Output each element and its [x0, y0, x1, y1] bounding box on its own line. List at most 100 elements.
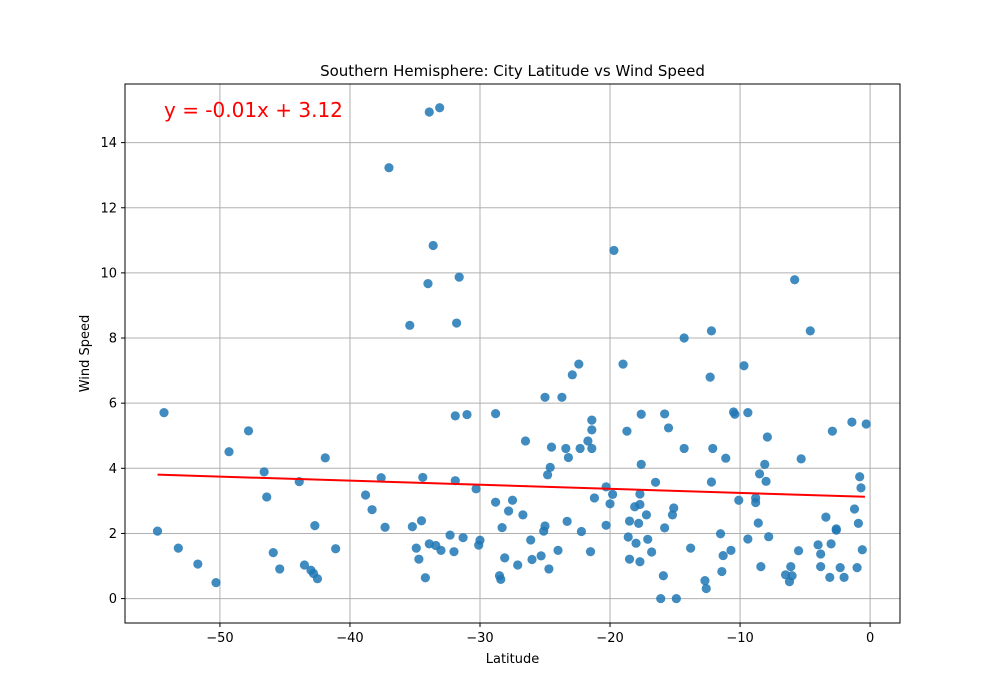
data-point — [384, 163, 394, 173]
data-point — [451, 318, 462, 328]
data-point — [608, 489, 618, 499]
data-point — [490, 408, 501, 419]
data-point — [405, 320, 415, 330]
data-point — [635, 557, 645, 567]
data-point — [686, 543, 696, 553]
data-point — [563, 452, 574, 463]
data-point — [490, 497, 501, 507]
data-point — [424, 107, 434, 117]
data-point — [701, 583, 711, 594]
data-point — [643, 534, 653, 544]
data-point — [793, 546, 804, 556]
data-point — [618, 359, 628, 369]
data-point — [861, 419, 871, 429]
data-point — [310, 521, 320, 531]
data-point — [540, 392, 550, 402]
data-point — [705, 372, 715, 382]
regression-equation: y = -0.01x + 3.12 — [164, 98, 343, 122]
data-point — [679, 333, 689, 343]
data-point — [420, 573, 430, 583]
x-axis-ticks: −50 −40 −30 −20 −10 0 — [206, 623, 874, 646]
data-point — [435, 103, 445, 113]
data-point — [458, 533, 468, 543]
data-point — [407, 521, 417, 532]
data-point — [756, 562, 766, 572]
data-point — [587, 425, 597, 435]
data-point — [557, 392, 567, 402]
data-point — [262, 492, 272, 502]
data-point — [497, 522, 507, 533]
y-tick-label: 8 — [109, 332, 117, 347]
data-point — [857, 545, 867, 555]
data-point — [663, 423, 674, 433]
data-point — [268, 548, 278, 558]
data-point — [553, 545, 563, 555]
x-tick-label: −50 — [206, 631, 233, 646]
data-point — [658, 571, 668, 581]
data-point — [536, 551, 546, 561]
data-point — [567, 370, 577, 380]
data-point — [816, 549, 826, 559]
data-point — [669, 503, 679, 513]
data-point — [423, 279, 433, 289]
data-point — [601, 520, 611, 530]
data-point — [764, 532, 774, 542]
x-tick-label: 0 — [866, 631, 874, 646]
data-point — [622, 426, 632, 436]
data-point — [743, 534, 753, 544]
grid — [125, 84, 900, 623]
data-point — [751, 497, 761, 508]
x-tick-label: −40 — [336, 631, 363, 646]
data-point — [471, 484, 481, 494]
data-point — [587, 415, 597, 425]
data-point — [634, 518, 644, 528]
regression-line-group — [157, 473, 865, 498]
data-point — [445, 530, 455, 540]
data-point — [700, 576, 710, 586]
data-point — [331, 544, 341, 554]
data-point — [660, 409, 670, 419]
data-point — [583, 436, 593, 446]
data-point — [152, 526, 163, 536]
data-point — [753, 518, 763, 528]
data-point — [708, 443, 718, 454]
data-point — [786, 562, 796, 572]
data-point — [546, 442, 557, 452]
data-point — [418, 472, 428, 483]
data-point — [416, 516, 427, 526]
data-point — [706, 477, 717, 487]
data-point — [173, 543, 183, 553]
data-point — [734, 495, 744, 505]
data-point — [631, 538, 641, 548]
y-axis-ticks: 0 2 4 6 8 10 12 14 — [100, 136, 125, 607]
data-point — [360, 490, 371, 500]
regression-line — [157, 473, 865, 498]
y-tick-label: 0 — [109, 592, 117, 607]
data-point — [503, 506, 514, 516]
data-point — [826, 539, 836, 549]
data-point — [849, 504, 860, 514]
data-point — [376, 473, 386, 483]
data-point — [589, 493, 600, 503]
data-point — [211, 578, 221, 588]
data-point — [450, 411, 460, 421]
data-point — [856, 483, 866, 493]
data-point — [730, 409, 740, 419]
data-point — [754, 469, 765, 479]
data-point — [739, 361, 749, 371]
data-point — [721, 453, 731, 463]
data-point — [796, 454, 806, 464]
data-point — [540, 521, 550, 531]
data-point — [609, 245, 619, 256]
y-axis-label: Wind Speed — [78, 315, 93, 393]
data-point — [449, 547, 459, 557]
data-point — [243, 426, 254, 436]
data-point — [193, 559, 203, 569]
data-point — [827, 426, 837, 436]
y-tick-label: 4 — [109, 462, 117, 477]
chart-title: Southern Hemisphere: City Latitude vs Wi… — [320, 62, 705, 80]
data-point — [527, 554, 537, 565]
data-point — [671, 593, 681, 604]
data-point — [299, 560, 310, 570]
